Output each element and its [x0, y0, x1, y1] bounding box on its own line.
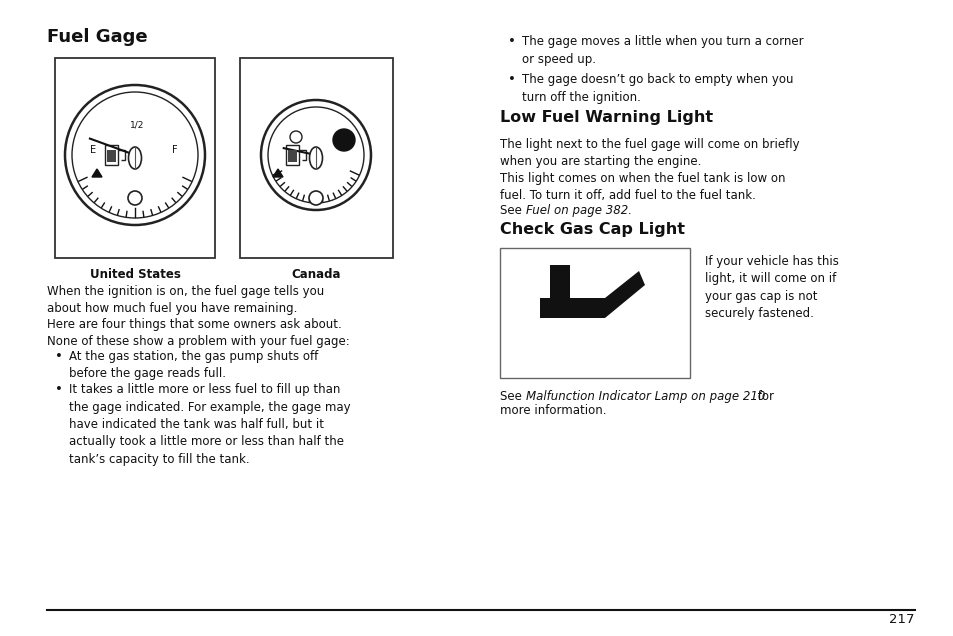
Text: At the gas station, the gas pump shuts off
before the gage reads full.: At the gas station, the gas pump shuts o… [69, 350, 318, 380]
Text: 1/2: 1/2 [130, 120, 144, 130]
Polygon shape [604, 271, 644, 318]
Circle shape [128, 191, 142, 205]
Text: Malfunction Indicator Lamp on page 210: Malfunction Indicator Lamp on page 210 [525, 390, 764, 403]
Circle shape [333, 129, 355, 151]
Polygon shape [91, 169, 102, 177]
Text: •: • [55, 350, 63, 363]
Circle shape [261, 100, 371, 210]
Text: E: E [90, 145, 96, 155]
Text: •: • [507, 35, 516, 48]
Ellipse shape [129, 147, 141, 169]
Bar [499, 248, 689, 378]
Polygon shape [539, 298, 604, 318]
Text: Canada: Canada [292, 268, 341, 281]
Text: See: See [499, 390, 525, 403]
Bar [288, 150, 296, 162]
Text: It takes a little more or less fuel to fill up than
the gage indicated. For exam: It takes a little more or less fuel to f… [69, 383, 351, 466]
Text: 217: 217 [888, 613, 914, 626]
Text: Check Gas Cap Light: Check Gas Cap Light [499, 222, 684, 237]
Polygon shape [550, 265, 569, 298]
Text: The gage moves a little when you turn a corner
or speed up.: The gage moves a little when you turn a … [521, 35, 802, 66]
Bar [240, 58, 393, 258]
Ellipse shape [309, 147, 322, 169]
Circle shape [309, 191, 323, 205]
Text: •: • [55, 383, 63, 396]
Text: The light next to the fuel gage will come on briefly
when you are starting the e: The light next to the fuel gage will com… [499, 138, 799, 169]
Bar [107, 150, 116, 162]
Text: United States: United States [90, 268, 180, 281]
Bar [55, 58, 214, 258]
Text: •: • [507, 73, 516, 86]
Circle shape [290, 131, 302, 143]
Text: The gage doesn’t go back to empty when you
turn off the ignition.: The gage doesn’t go back to empty when y… [521, 73, 793, 104]
Text: Fuel Gage: Fuel Gage [47, 28, 148, 46]
Bar [105, 145, 118, 165]
Polygon shape [273, 169, 283, 177]
Text: If your vehicle has this
light, it will come on if
your gas cap is not
securely : If your vehicle has this light, it will … [704, 255, 838, 321]
Text: When the ignition is on, the fuel gage tells you
about how much fuel you have re: When the ignition is on, the fuel gage t… [47, 285, 324, 315]
Bar [286, 145, 298, 165]
Text: Here are four things that some owners ask about.
None of these show a problem wi: Here are four things that some owners as… [47, 318, 350, 349]
Circle shape [65, 85, 205, 225]
Text: Fuel on page 382.: Fuel on page 382. [525, 204, 631, 217]
Text: for: for [753, 390, 773, 403]
Text: F: F [172, 145, 177, 155]
Text: more information.: more information. [499, 404, 606, 417]
Text: This light comes on when the fuel tank is low on
fuel. To turn it off, add fuel : This light comes on when the fuel tank i… [499, 172, 784, 202]
Text: Low Fuel Warning Light: Low Fuel Warning Light [499, 110, 713, 125]
Text: See: See [499, 204, 525, 217]
